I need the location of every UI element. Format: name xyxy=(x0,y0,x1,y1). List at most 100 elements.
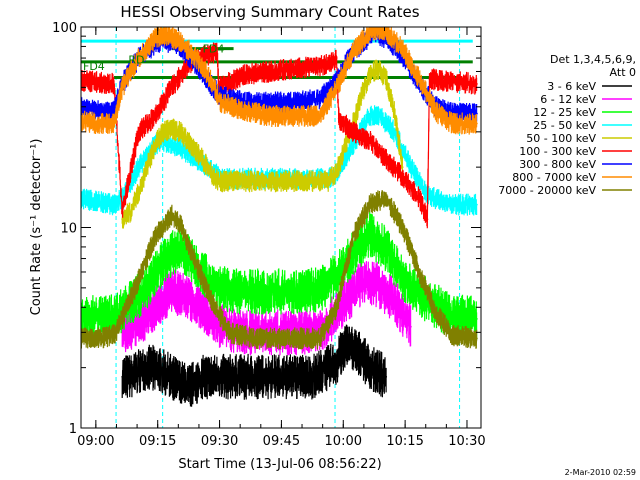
data-point xyxy=(294,67,297,70)
legend-entry-label: 50 - 100 keV xyxy=(526,132,596,145)
data-point xyxy=(154,37,157,40)
data-point xyxy=(154,306,157,309)
series-trace xyxy=(81,42,478,229)
data-point xyxy=(393,130,396,133)
series-3-6-kev xyxy=(121,324,388,407)
data-point xyxy=(203,375,206,378)
data-point xyxy=(393,300,396,302)
data-point xyxy=(360,281,363,284)
data-point xyxy=(170,375,173,378)
data-point xyxy=(434,110,437,113)
data-point xyxy=(162,130,165,133)
data-point xyxy=(187,296,190,298)
annotation-1: FD4 xyxy=(203,43,225,56)
data-point xyxy=(319,64,322,67)
data-point xyxy=(409,325,412,328)
data-point xyxy=(294,290,297,293)
date-stamp: 2-Mar-2010 02:59 xyxy=(565,468,636,477)
y-tick-label: 10 xyxy=(60,222,77,237)
data-point xyxy=(344,146,346,149)
legend-entry-label: 100 - 300 keV xyxy=(519,145,596,158)
data-point xyxy=(401,277,404,279)
data-point xyxy=(129,210,132,213)
data-point xyxy=(228,290,231,293)
data-point xyxy=(319,371,322,374)
data-point xyxy=(245,290,247,293)
data-point xyxy=(319,97,322,100)
data-point xyxy=(401,166,404,169)
data-point xyxy=(418,271,421,273)
annotation-3: FD4 xyxy=(83,60,105,73)
data-point xyxy=(335,362,338,365)
data-point xyxy=(385,197,388,200)
series-100-300-kev xyxy=(81,42,478,229)
data-point xyxy=(179,40,181,43)
data-point xyxy=(360,95,363,98)
data-point xyxy=(220,101,223,104)
data-point xyxy=(319,337,322,340)
legend-entry-label: 7000 - 20000 keV xyxy=(498,184,596,197)
data-point xyxy=(154,366,157,369)
data-point xyxy=(154,235,157,238)
data-point xyxy=(269,70,272,73)
data-point xyxy=(368,366,371,369)
data-point xyxy=(368,140,371,142)
data-point xyxy=(319,115,322,117)
data-point xyxy=(368,233,371,236)
x-tick-label: 09:15 xyxy=(139,434,176,449)
legend-entry-label: 300 - 800 keV xyxy=(519,158,596,171)
data-point xyxy=(203,310,206,313)
legend-entry-label: 25 - 50 keV xyxy=(533,119,596,132)
data-point xyxy=(269,290,272,293)
data-point xyxy=(113,203,115,206)
data-point xyxy=(475,122,478,125)
x-tick-label: 10:15 xyxy=(386,434,423,449)
data-point xyxy=(195,380,198,383)
data-point xyxy=(96,200,99,203)
data-point xyxy=(344,302,346,304)
data-point xyxy=(335,274,338,276)
data-point xyxy=(385,248,388,251)
data-point xyxy=(187,140,190,142)
data-point xyxy=(137,371,140,374)
data-point xyxy=(319,288,322,291)
data-point xyxy=(179,146,181,149)
data-point xyxy=(146,166,148,169)
legend-header: Det 1,3,4,5,6,9, xyxy=(550,53,636,66)
data-point xyxy=(96,122,99,125)
x-axis-label: Start Time (13-Jul-06 08:56:22) xyxy=(178,457,381,472)
data-point xyxy=(352,130,355,133)
data-point xyxy=(327,62,330,65)
data-point xyxy=(269,115,272,117)
plot-body xyxy=(81,27,478,428)
data-point xyxy=(352,347,355,350)
axes: 09:00 09:15 09:30 09:45 10:00 10:15 10:30 1 10 10… xyxy=(52,21,486,449)
legend-entry-label: 6 - 12 keV xyxy=(540,93,596,106)
data-point xyxy=(368,30,371,33)
data-point xyxy=(96,337,99,340)
data-point xyxy=(216,51,218,53)
data-point xyxy=(475,318,478,320)
data-point xyxy=(154,115,157,117)
data-point xyxy=(162,260,165,262)
y-axis-label: Count Rate (s⁻¹ detector⁻¹) xyxy=(29,139,44,316)
data-point xyxy=(401,47,404,50)
plot-area: FD4 RD FD4 xyxy=(81,27,478,428)
data-point xyxy=(212,302,214,304)
data-point xyxy=(121,86,124,89)
data-point xyxy=(162,371,165,374)
y-tick-label: 1 xyxy=(69,422,77,437)
data-point xyxy=(451,315,454,318)
data-point xyxy=(418,197,421,200)
data-point xyxy=(162,33,165,36)
data-point xyxy=(368,115,371,117)
data-point xyxy=(327,366,330,369)
series-7000-20000-kev xyxy=(81,190,478,350)
data-point xyxy=(377,27,379,30)
data-point xyxy=(409,166,412,169)
data-point xyxy=(352,235,355,238)
data-point xyxy=(121,318,124,320)
data-point xyxy=(245,110,247,113)
data-point xyxy=(377,283,379,286)
